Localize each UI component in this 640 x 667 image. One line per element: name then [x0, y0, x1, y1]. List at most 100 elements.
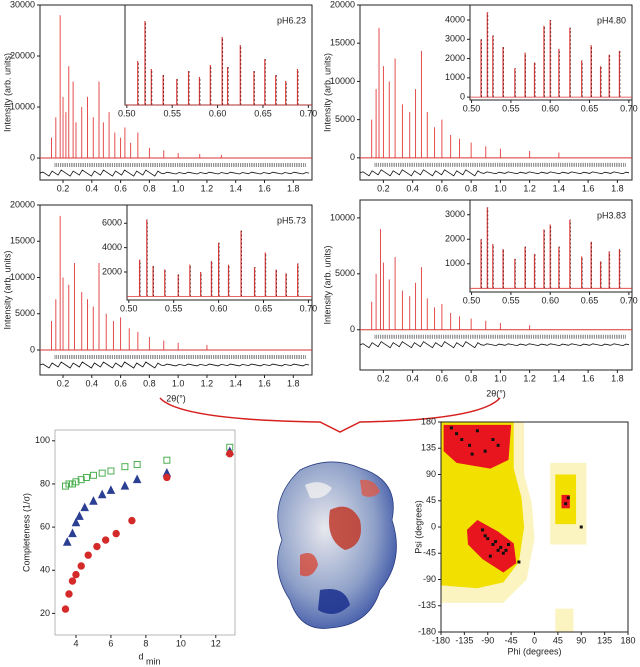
point: [133, 461, 141, 469]
point: [112, 529, 120, 538]
x-axis-label: 2θ(°): [166, 393, 186, 403]
point: [128, 516, 136, 525]
x-tick-label: 6: [108, 638, 113, 648]
x-tick-label: 0.4: [86, 378, 99, 388]
point: [82, 473, 90, 481]
point: [89, 471, 97, 479]
x-tick-label: 1.4: [229, 378, 242, 388]
x-tick-label: 0.60: [541, 103, 559, 113]
point: [68, 577, 77, 585]
x-tick-label: 1.8: [611, 373, 624, 383]
residue: [481, 528, 485, 532]
residue: [517, 560, 521, 564]
y-tick-label: 0: [30, 152, 35, 162]
point: [98, 469, 106, 477]
residue: [579, 525, 583, 529]
y-tick-label: 10000: [10, 272, 35, 282]
residue: [486, 537, 490, 541]
residual: [39, 169, 310, 177]
y-tick-label: 0: [350, 152, 355, 162]
x-tick-label: 0.2: [57, 183, 70, 193]
y-tick-label: 5000: [335, 114, 355, 124]
y-tick-label: -90: [423, 574, 436, 584]
y-tick-label: -135: [418, 600, 436, 610]
point: [65, 590, 73, 598]
x-tick-label: 0.50: [118, 108, 136, 118]
y-tick-label: 20000: [10, 50, 35, 60]
reflection-ticks: [374, 334, 626, 339]
x-tick-label: 1.0: [494, 183, 507, 193]
x-tick-label: 0.60: [210, 303, 228, 313]
x-tick-label: -45: [505, 635, 518, 645]
point: [61, 605, 70, 613]
y-axis-label: Psi (degrees): [413, 500, 423, 554]
panel-label: pH3.83: [597, 210, 626, 220]
x-tick-label: 0.70: [300, 303, 318, 313]
residue: [470, 452, 474, 456]
y-tick-label: 10000: [10, 101, 35, 111]
x-tick-label: 1.2: [201, 183, 214, 193]
x-tick-label: 0.55: [163, 108, 181, 118]
y-tick-label: 5000: [335, 268, 355, 278]
y-axis-label: Intensity (arb. units): [2, 53, 12, 132]
x-tick-label: 0.65: [581, 295, 599, 305]
point: [80, 502, 90, 512]
x-tick-label: -90: [481, 635, 494, 645]
x-tick-label: 0.50: [120, 303, 138, 313]
x-tick-label: 1.4: [553, 183, 566, 193]
y-tick-label: 60: [40, 521, 50, 531]
y-tick-label: -45: [423, 548, 436, 558]
x-tick-label: 0.4: [86, 183, 99, 193]
x-tick-label: 1.4: [229, 183, 242, 193]
y-tick-label: 0: [30, 344, 35, 354]
x-tick-label: 0.55: [502, 103, 520, 113]
y-tick-label: 45: [426, 495, 436, 505]
y-tick-label: 4000: [445, 14, 465, 24]
residue: [483, 534, 487, 538]
x-tick-label: 0.2: [377, 373, 390, 383]
y-tick-label: 40: [40, 565, 50, 575]
y-tick-label: 10000: [330, 212, 355, 222]
x-tick-label: 0.50: [463, 295, 481, 305]
x-tick-label: 0.8: [143, 378, 156, 388]
x-tick-label: 1.0: [494, 373, 507, 383]
x-tick-label: 0.4: [406, 183, 419, 193]
x-tick-label: 12: [211, 638, 221, 648]
residue: [491, 543, 495, 546]
y-tick-label: 1000: [445, 258, 465, 268]
inset-frame: [469, 199, 633, 293]
point: [163, 456, 171, 464]
x-tick-label: 1.8: [287, 378, 300, 388]
point: [101, 536, 110, 544]
y-tick-label: 6000: [102, 218, 122, 228]
y-tick-label: 2000: [102, 266, 122, 276]
y-tick-label: 90: [426, 469, 436, 479]
residual: [359, 169, 630, 177]
x-tick-label: 0.70: [620, 295, 638, 305]
panel-label: pH5.73: [277, 215, 306, 225]
y-tick-label: 4000: [102, 242, 122, 252]
x-tick-label: 1.2: [523, 183, 536, 193]
x-tick-label: 8: [143, 638, 148, 648]
y-tick-label: 15000: [10, 236, 35, 246]
y-tick-label: 10000: [330, 76, 355, 86]
y-tick-label: 30000: [10, 0, 35, 9]
residual: [359, 341, 630, 349]
x-tick-label: 0.6: [114, 378, 127, 388]
x-tick-label: 1.6: [258, 183, 271, 193]
x-tick-label: 0.4: [406, 373, 419, 383]
y-axis-label: Intensity (arb. units): [2, 250, 12, 329]
panel-label: pH6.23: [277, 15, 306, 25]
point: [68, 528, 77, 538]
residue: [488, 554, 492, 558]
reflection-ticks: [374, 162, 626, 167]
y-tick-label: 20: [40, 608, 50, 618]
point: [75, 511, 84, 520]
y-axis-label: Intensity (arb. units): [322, 53, 332, 132]
x-tick-label: 0.70: [300, 108, 318, 118]
y-tick-label: 0: [431, 521, 436, 531]
y-tick-label: -180: [418, 626, 436, 636]
x-tick-label: 1.8: [287, 183, 300, 193]
point: [97, 489, 107, 499]
